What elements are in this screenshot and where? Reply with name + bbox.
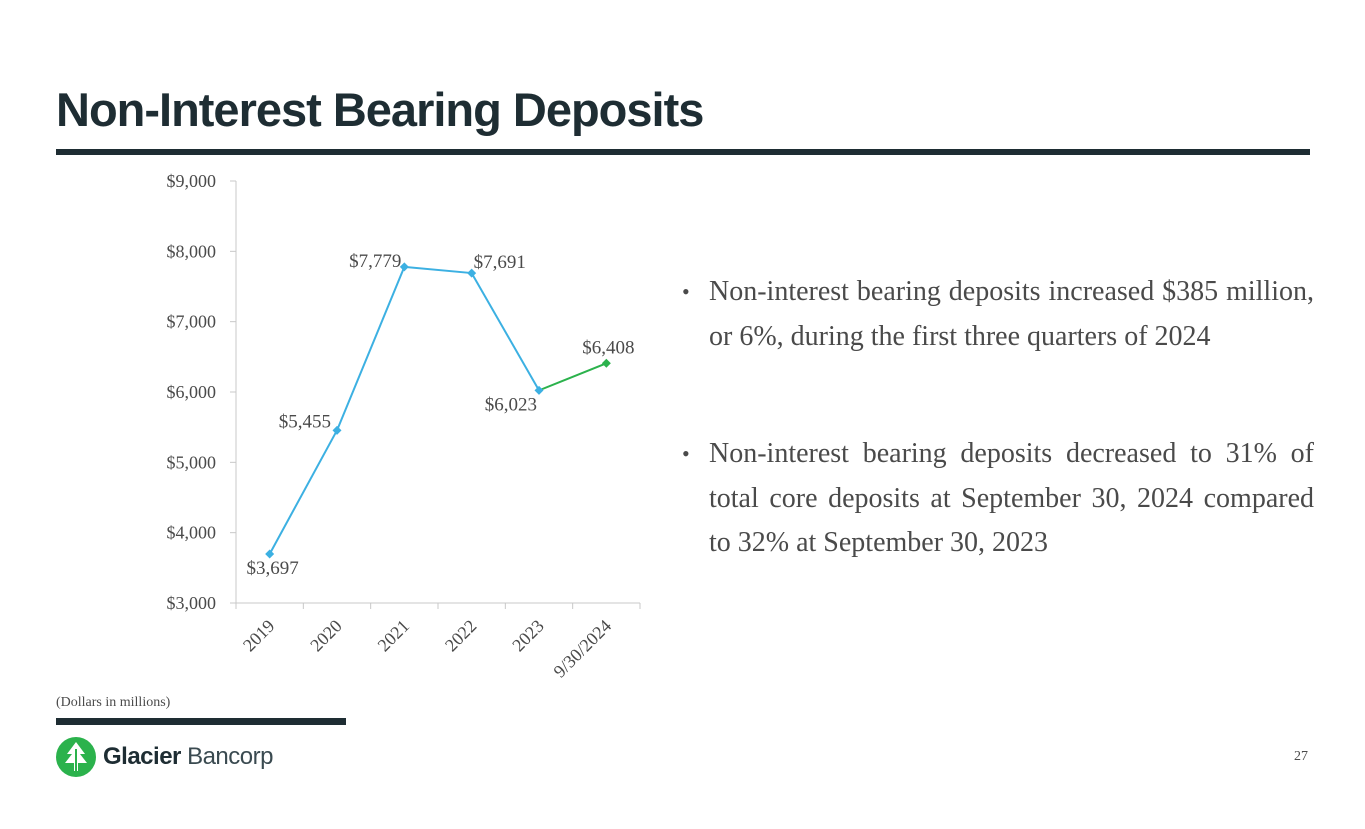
- company-logo: Glacier Bancorp: [55, 736, 273, 778]
- footer-divider: [56, 718, 346, 725]
- data-label: $3,697: [247, 558, 299, 579]
- data-label: $6,023: [485, 394, 537, 415]
- title-divider: [56, 149, 1310, 155]
- line-segment: [404, 265, 472, 275]
- y-tick-label: $7,000: [167, 312, 217, 332]
- data-label: $7,779: [349, 251, 401, 272]
- x-tick-label: 2020: [306, 616, 346, 656]
- data-point: [399, 262, 409, 272]
- data-point: [534, 385, 544, 395]
- y-tick-label: $4,000: [167, 523, 217, 543]
- slide-title: Non-Interest Bearing Deposits: [56, 83, 704, 136]
- bullet-marker: •: [682, 441, 690, 466]
- glacier-tree-logo-icon: [56, 737, 96, 777]
- line-segment: [336, 266, 406, 431]
- page-number: 27: [1294, 749, 1308, 764]
- y-tick-label: $3,000: [167, 593, 217, 613]
- y-tick-label: $6,000: [167, 382, 217, 402]
- data-point: [332, 425, 342, 435]
- x-tick-label: 2021: [374, 616, 414, 656]
- data-label: $5,455: [279, 411, 331, 432]
- bullet-text: Non-interest bearing deposits decreased …: [709, 438, 1314, 558]
- deposits-line-chart: $3,000 $4,000 $5,000 $6,000 $7,000 $8,000 $9,0…: [167, 171, 641, 682]
- y-tick-label: $5,000: [167, 452, 217, 472]
- data-point: [601, 358, 611, 368]
- units-note: (Dollars in millions): [56, 695, 171, 710]
- bullet-item: • Non-interest bearing deposits increase…: [682, 270, 1314, 359]
- bullet-list: • Non-interest bearing deposits increase…: [682, 270, 1314, 566]
- bullet-marker: •: [682, 279, 690, 304]
- bullet-item: • Non-interest bearing deposits decrease…: [682, 432, 1314, 566]
- y-tick-label: $8,000: [167, 241, 217, 261]
- x-tick-label: 2022: [441, 616, 481, 656]
- x-tick-label: 2023: [508, 616, 548, 656]
- company-name-light: Bancorp: [187, 743, 273, 770]
- y-tick-label: $9,000: [167, 171, 217, 191]
- data-point: [467, 268, 477, 278]
- line-segment: [538, 362, 607, 392]
- data-label: $7,691: [474, 252, 526, 273]
- line-segment: [268, 429, 338, 555]
- data-point: [265, 549, 275, 559]
- x-tick-label: 2019: [239, 616, 279, 656]
- bullet-text: Non-interest bearing deposits increased …: [709, 276, 1314, 352]
- line-segment: [470, 272, 540, 391]
- data-label: $6,408: [582, 337, 634, 358]
- x-tick-label: 9/30/2024: [549, 616, 615, 682]
- company-name: Glacier Bancorp: [103, 743, 273, 771]
- company-name-strong: Glacier: [103, 743, 181, 770]
